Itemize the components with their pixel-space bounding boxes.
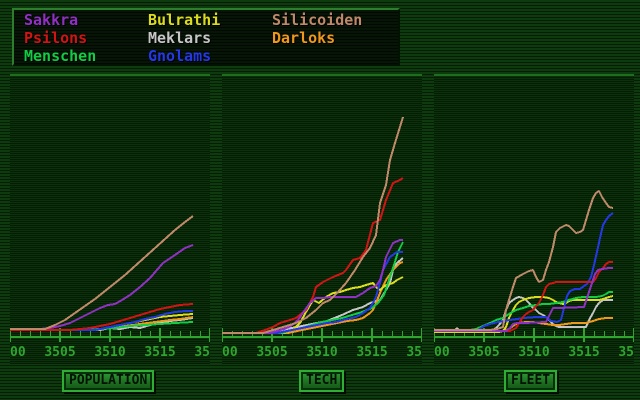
svg-text:3515: 3515 [144, 345, 175, 360]
svg-text:3515: 3515 [568, 345, 599, 360]
svg-text:3520: 3520 [618, 345, 634, 360]
legend-item-bulrathi: Bulrathi [148, 11, 221, 29]
legend-item-meklars: Meklars [148, 29, 212, 47]
legend-grid: Sakkra Psilons Menschen Bulrathi Meklars Gnol… [14, 10, 398, 65]
tab-population[interactable]: POPULATION [62, 370, 155, 392]
svg-text:3505: 3505 [256, 345, 287, 360]
legend-item-psilons: Psilons [24, 29, 88, 47]
svg-text:3515: 3515 [356, 345, 387, 360]
svg-text:3505: 3505 [468, 345, 499, 360]
svg-text:3510: 3510 [518, 345, 549, 360]
svg-text:3510: 3510 [306, 345, 337, 360]
svg-text:3520: 3520 [406, 345, 422, 360]
race-legend-panel: Sakkra Psilons Menschen Bulrathi Meklars Gnol… [12, 8, 400, 66]
svg-text:3520: 3520 [194, 345, 210, 360]
svg-text:3510: 3510 [94, 345, 125, 360]
legend-item-silicoiden: Silicoiden [272, 11, 363, 29]
tab-tech[interactable]: TECH [299, 370, 345, 392]
legend-item-darloks: Darloks [272, 29, 336, 47]
svg-text:3505: 3505 [44, 345, 75, 360]
legend-item-gnolams: Gnolams [148, 47, 212, 65]
legend-item-sakkra: Sakkra [24, 11, 79, 29]
legend-item-menschen: Menschen [24, 47, 97, 65]
tab-fleet[interactable]: FLEET [504, 370, 558, 392]
